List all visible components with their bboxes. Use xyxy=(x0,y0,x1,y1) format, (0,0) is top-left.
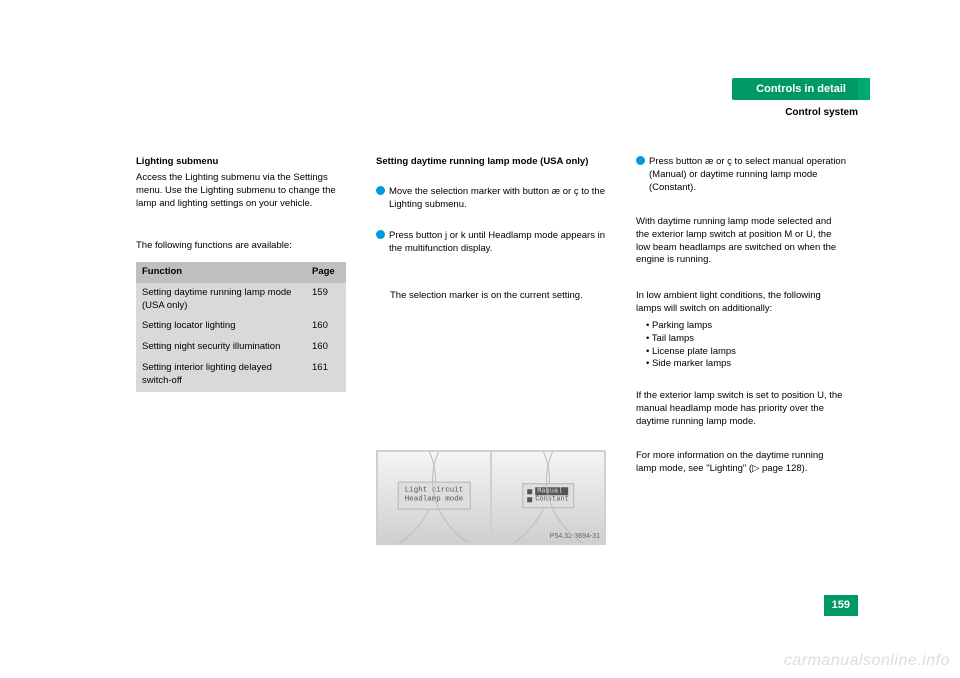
col3-p1: With daytime running lamp mode selected … xyxy=(636,216,846,267)
step-text: Move the selection marker with button æ … xyxy=(389,186,606,212)
col3-p2: In low ambient light conditions, the fol… xyxy=(636,290,846,316)
table-cell-page: 159 xyxy=(306,283,346,317)
bullet-item: • Parking lamps xyxy=(646,320,846,333)
col3-step1: Press button æ or ç to select manual ope… xyxy=(636,156,846,194)
table-cell-function: Setting night security illumination xyxy=(136,337,306,358)
step-dot-icon xyxy=(376,230,385,239)
table-header-function: Function xyxy=(136,262,306,283)
header-subtitle: Control system xyxy=(785,106,858,120)
col2-heading: Setting daytime running lamp mode (USA o… xyxy=(376,156,606,169)
header-accent xyxy=(858,78,870,100)
col2-para: The selection marker is on the current s… xyxy=(376,290,606,303)
col2-heading-text: Setting daytime running lamp mode (USA o… xyxy=(376,156,588,167)
col1-heading-text: Lighting submenu xyxy=(136,156,218,167)
figure-right-panel: Manual Constant P54.32-3694-31 xyxy=(492,452,604,543)
lcd-option: Constant xyxy=(535,496,569,505)
col1-list-label: The following functions are available: xyxy=(136,240,346,253)
lcd-line: Light circuit xyxy=(405,486,464,495)
table-row: Setting interior lighting delayed switch… xyxy=(136,358,346,392)
instrument-cluster-figure: Light circuit Headlamp mode Manual Const… xyxy=(376,450,606,545)
step-dot-icon xyxy=(636,156,645,165)
table-row: Setting daytime running lamp mode (USA o… xyxy=(136,283,346,317)
lcd-display-right: Manual Constant xyxy=(522,483,574,509)
lcd-option-selected: Manual xyxy=(535,487,568,496)
table-header-page: Page xyxy=(306,262,346,283)
step-dot-icon xyxy=(376,186,385,195)
table-cell-function: Setting interior lighting delayed switch… xyxy=(136,358,306,392)
table-row: Setting night security illumination 160 xyxy=(136,337,346,358)
lcd-option-row: Constant xyxy=(527,496,569,505)
step-text: Press button j or k until Headlamp mode … xyxy=(389,230,606,256)
col2-step2: Press button j or k until Headlamp mode … xyxy=(376,230,606,256)
step-text: Press button æ or ç to select manual ope… xyxy=(649,156,846,194)
col1-heading: Lighting submenu xyxy=(136,156,346,169)
table-cell-function: Setting daytime running lamp mode (USA o… xyxy=(136,283,306,317)
bullet-item: • Tail lamps xyxy=(646,333,846,346)
col3-p3: If the exterior lamp switch is set to po… xyxy=(636,390,846,428)
watermark: carmanualsonline.info xyxy=(784,650,950,672)
table-cell-page: 161 xyxy=(306,358,346,392)
table-cell-page: 160 xyxy=(306,316,346,337)
page-number: 159 xyxy=(824,595,858,616)
manual-page: Controls in detail Control system Lighti… xyxy=(0,0,960,678)
col1-intro: Access the Lighting submenu via the Sett… xyxy=(136,172,346,210)
header-title: Controls in detail xyxy=(756,82,846,97)
functions-table: Function Page Setting daytime running la… xyxy=(136,262,346,392)
col3-p4: For more information on the daytime runn… xyxy=(636,450,846,476)
lcd-display-left: Light circuit Headlamp mode xyxy=(398,481,471,510)
bullet-item: • License plate lamps xyxy=(646,346,846,359)
header-bar: Controls in detail xyxy=(732,78,858,100)
bullet-item: • Side marker lamps xyxy=(646,358,846,371)
selection-box-icon xyxy=(527,489,532,494)
figure-left-panel: Light circuit Headlamp mode xyxy=(378,452,490,543)
table-cell-page: 160 xyxy=(306,337,346,358)
lcd-option-row: Manual xyxy=(527,487,569,496)
table-row: Setting locator lighting 160 xyxy=(136,316,346,337)
col2-step1: Move the selection marker with button æ … xyxy=(376,186,606,212)
table-cell-function: Setting locator lighting xyxy=(136,316,306,337)
lcd-line: Headlamp mode xyxy=(405,496,464,505)
selection-box-icon xyxy=(527,498,532,503)
col3-bullets: • Parking lamps • Tail lamps • License p… xyxy=(636,320,846,371)
figure-id: P54.32-3694-31 xyxy=(550,532,600,541)
